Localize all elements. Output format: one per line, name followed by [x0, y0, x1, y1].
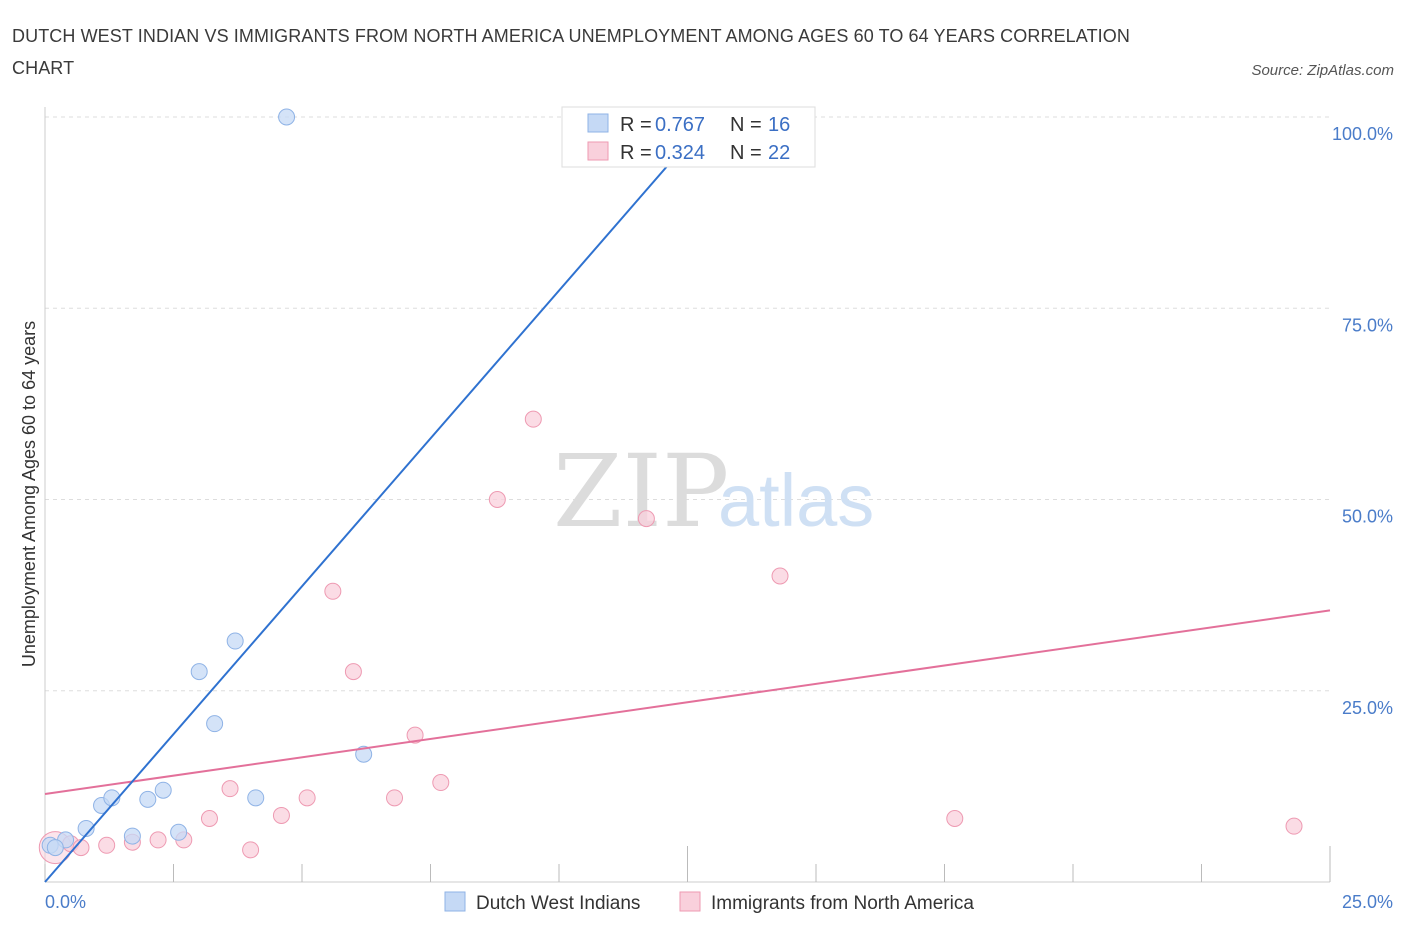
grid-lines	[45, 116, 1330, 692]
data-point-immigrants	[1285, 817, 1303, 835]
data-point-dutch	[77, 819, 95, 837]
legend-n-value: 22	[768, 142, 790, 164]
bottom-legend-label: Dutch West Indians	[476, 893, 640, 914]
data-point-dutch	[46, 839, 64, 857]
bottom-legend-swatch-pink	[679, 891, 701, 912]
trend-lines	[44, 112, 1331, 883]
data-point-dutch	[355, 745, 373, 763]
data-point-dutch	[170, 823, 188, 841]
data-point-immigrants	[771, 567, 789, 585]
data-point-immigrants	[242, 841, 260, 859]
y-tick-label: 25.0%	[1342, 698, 1393, 718]
data-point-immigrants	[221, 780, 239, 798]
x-tick-label: 25.0%	[1342, 892, 1393, 912]
legend-swatch-blue	[587, 113, 609, 133]
data-point-dutch	[154, 781, 172, 799]
y-tick-label: 75.0%	[1342, 315, 1393, 335]
watermark-zip: ZIP	[553, 433, 729, 550]
x-tick-labels: 0.0% 25.0%	[45, 892, 1393, 912]
watermark: ZIP atlas	[553, 433, 874, 550]
data-point-dutch	[139, 790, 157, 808]
series-legend: Dutch West Indians Immigrants from North…	[444, 891, 974, 914]
watermark-atlas: atlas	[718, 459, 874, 542]
data-point-dutch	[247, 789, 265, 807]
bottom-legend-label: Immigrants from North America	[711, 893, 974, 914]
data-point-immigrants	[200, 810, 218, 828]
data-point-immigrants	[298, 789, 316, 807]
bottom-legend-swatch-blue	[444, 891, 466, 912]
axes	[44, 107, 1331, 883]
legend-n-label: N =	[730, 142, 762, 164]
y-tick-label: 100.0%	[1332, 124, 1393, 144]
source-note: Source: ZipAtlas.com	[1251, 62, 1394, 79]
data-point-dutch	[226, 632, 244, 650]
data-point-immigrants	[344, 663, 362, 681]
data-point-immigrants	[98, 836, 116, 854]
data-point-immigrants	[149, 831, 167, 849]
data-point-dutch	[278, 108, 296, 126]
legend-n-label: N =	[730, 114, 762, 136]
chart-title: DUTCH WEST INDIAN VS IMMIGRANTS FROM NOR…	[12, 26, 1130, 78]
y-axis-label: Unemployment Among Ages 60 to 64 years	[19, 321, 39, 667]
data-point-immigrants	[406, 726, 424, 744]
data-point-immigrants	[946, 810, 964, 828]
legend-r-label: R =	[620, 142, 652, 164]
data-point-immigrants	[524, 410, 542, 428]
data-point-immigrants	[386, 789, 404, 807]
data-point-dutch	[190, 663, 208, 681]
data-point-dutch	[123, 827, 141, 845]
legend-r-value: 0.324	[655, 142, 705, 164]
data-point-immigrants	[637, 510, 655, 528]
series-dutch-points	[41, 108, 373, 857]
data-point-immigrants	[272, 806, 290, 824]
data-point-dutch	[206, 715, 224, 733]
legend-n-value: 16	[768, 114, 790, 136]
stats-legend: R = 0.767 N = 16 R = 0.324 N = 22	[561, 106, 816, 168]
data-point-immigrants	[488, 491, 506, 508]
trend-line-dutch	[44, 112, 714, 883]
data-point-immigrants	[324, 582, 342, 600]
data-point-immigrants	[432, 774, 450, 792]
legend-r-value: 0.767	[655, 114, 705, 136]
legend-r-label: R =	[620, 114, 652, 136]
y-tick-labels: 25.0% 50.0% 75.0% 100.0%	[1332, 124, 1393, 718]
x-tick-label: 0.0%	[45, 892, 86, 912]
trend-line-immigrants	[44, 609, 1331, 796]
legend-swatch-pink	[587, 141, 609, 161]
y-tick-label: 50.0%	[1342, 507, 1393, 527]
